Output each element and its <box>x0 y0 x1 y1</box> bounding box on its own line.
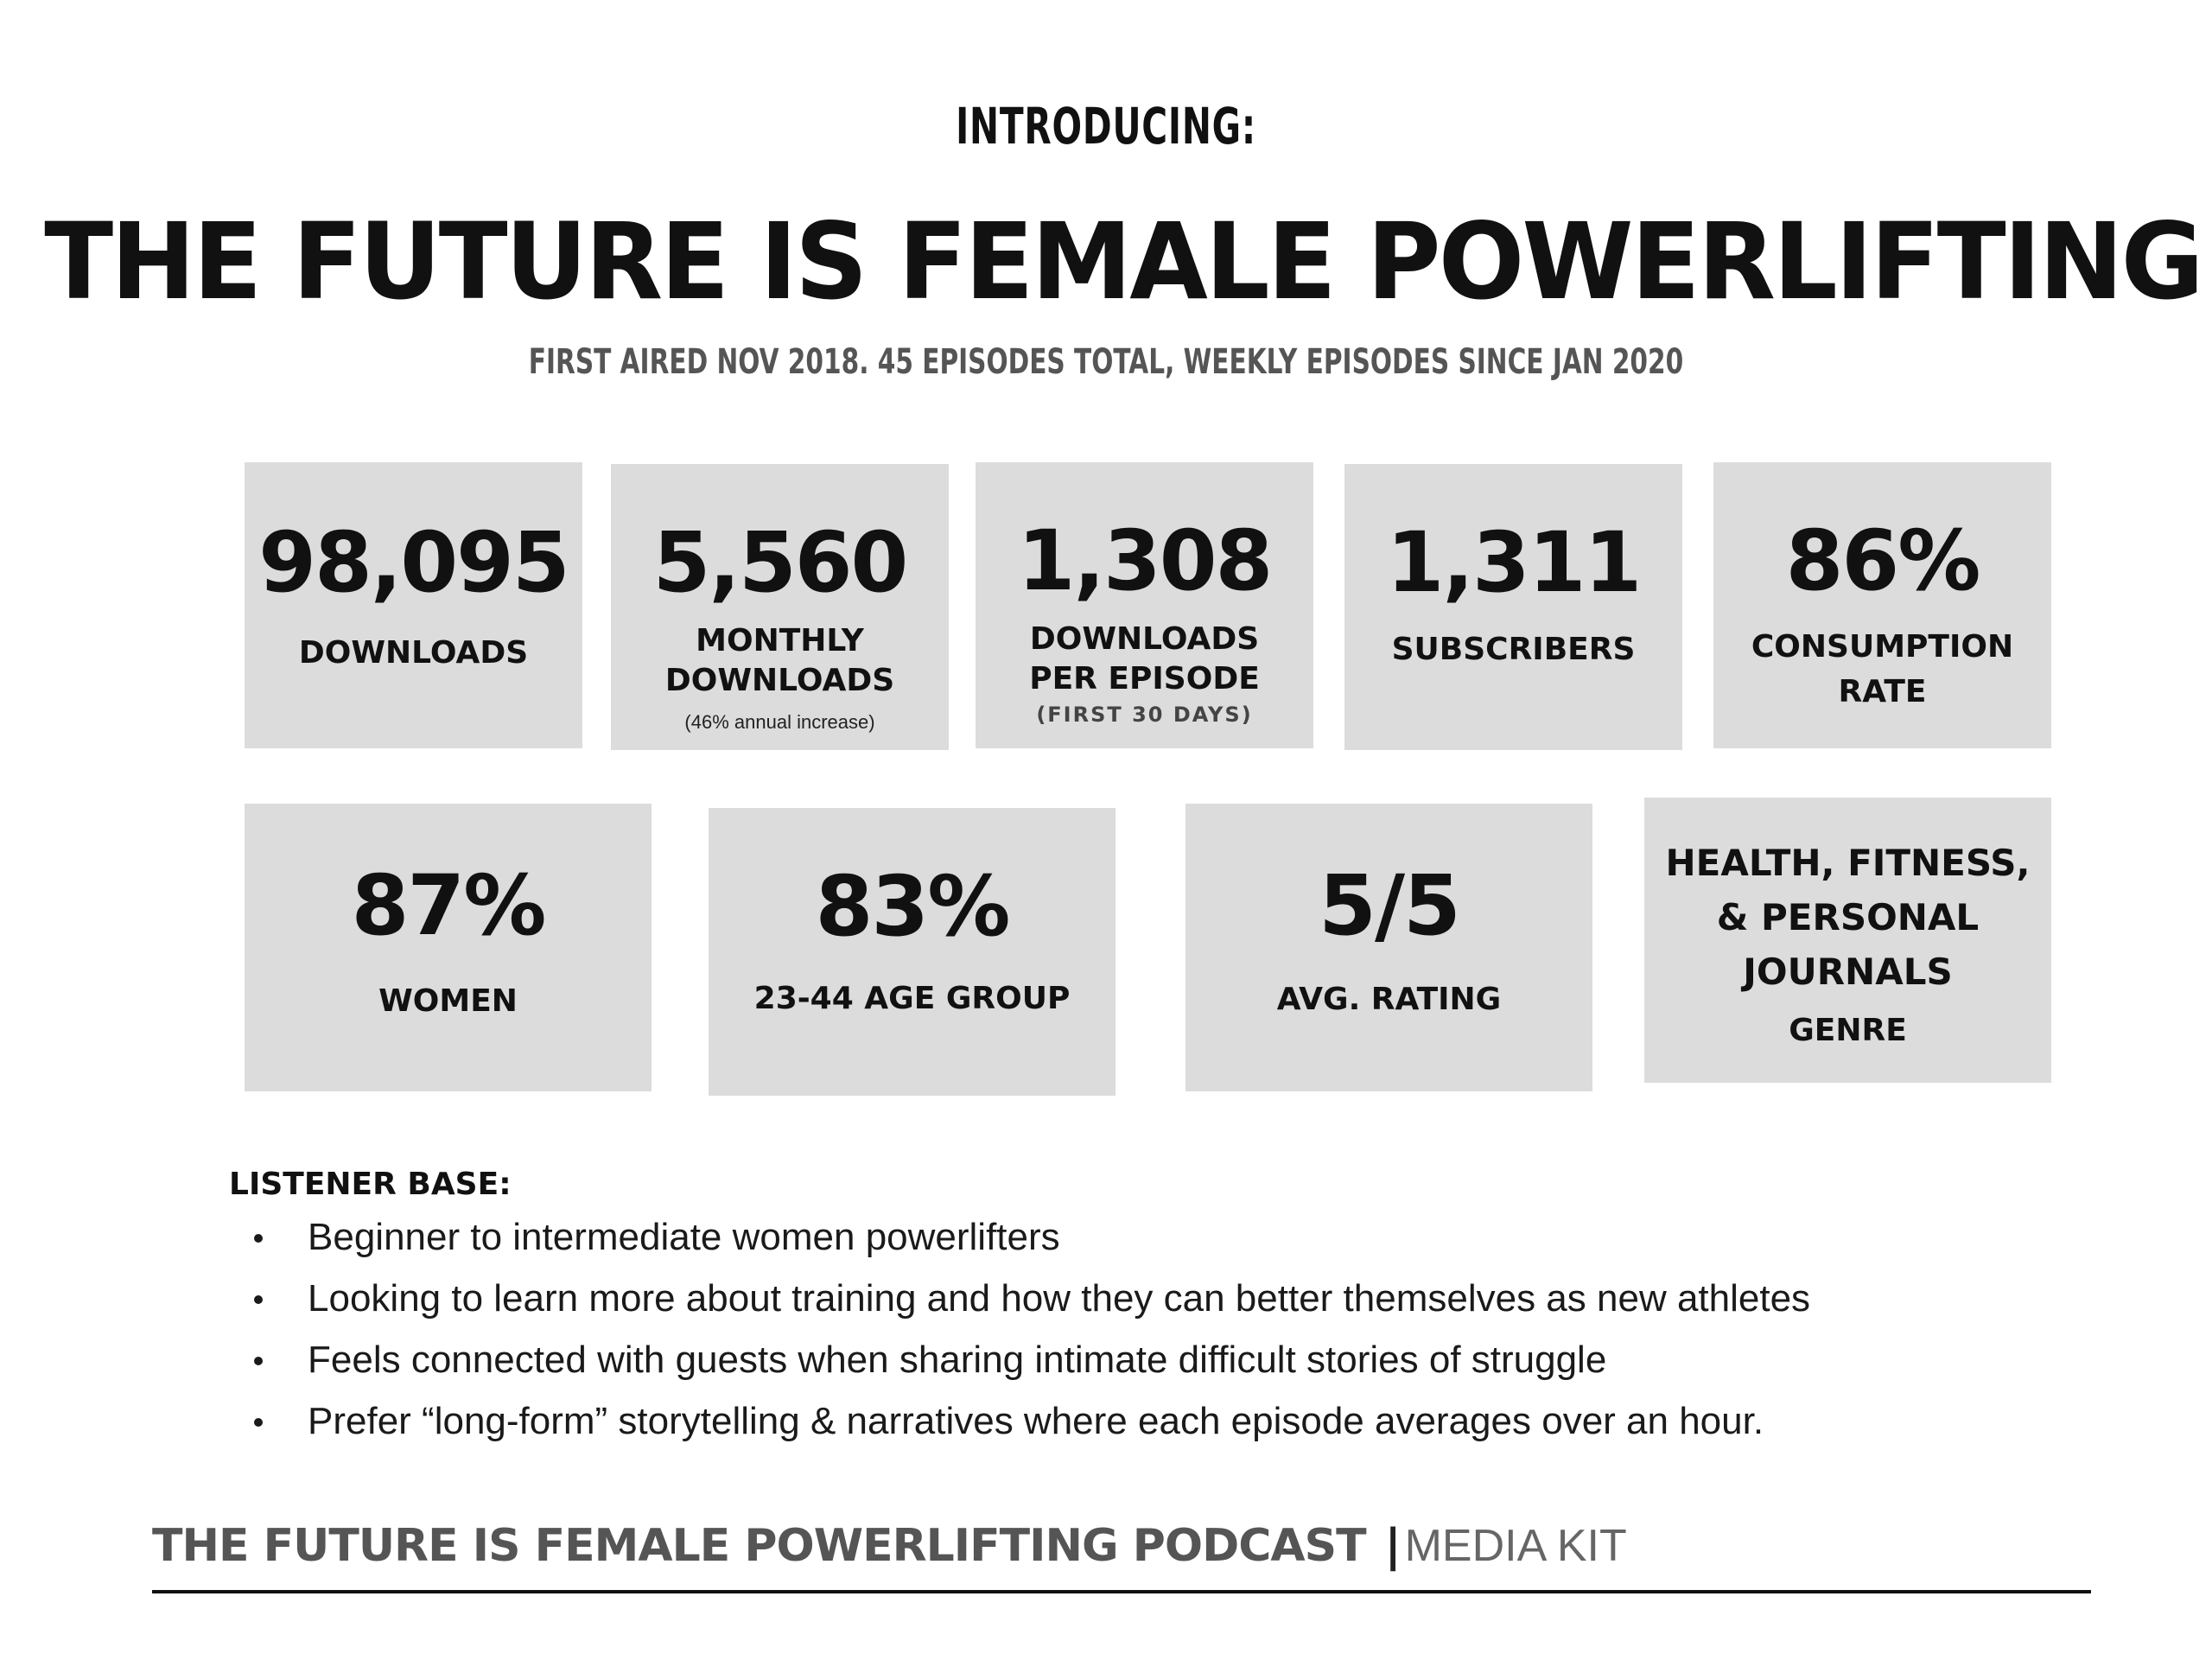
list-item-text: Feels connected with guests when sharing… <box>308 1339 1607 1381</box>
stat-label: WOMEN <box>378 983 518 1019</box>
stat-value: 1,308 <box>1017 512 1274 609</box>
stat-note: (46% annual increase) <box>684 711 875 733</box>
page-subtitle: FIRST AIRED NOV 2018. 45 EPISODES TOTAL,… <box>528 342 1684 382</box>
stat-value: 86% <box>1785 512 1981 609</box>
footer-divider <box>152 1590 2091 1593</box>
bullet-icon <box>254 1295 263 1304</box>
stat-value: 5,560 <box>652 514 909 611</box>
list-item-text: Beginner to intermediate women powerlift… <box>308 1216 1060 1258</box>
stat-label: 23-44 AGE GROUP <box>753 981 1071 1016</box>
stat-value: 87% <box>351 857 547 954</box>
footer-subtitle: MEDIA KIT <box>1404 1521 1627 1571</box>
intro-heading: INTRODUCING: <box>956 97 1256 156</box>
stat-label: AVG. RATING <box>1276 982 1502 1017</box>
stat-label: CONSUMPTION RATE <box>1751 629 2014 709</box>
list-item: Feels connected with guests when sharing… <box>251 1336 1810 1397</box>
stat-label: DOWNLOADS <box>298 635 529 671</box>
stat-card-avg-rating: 5/5 AVG. RATING <box>1185 804 1592 1091</box>
listener-base-list: Beginner to intermediate women powerlift… <box>251 1213 1810 1459</box>
footer-title: THE FUTURE IS FEMALE POWERLIFTING PODCAS… <box>152 1520 1367 1572</box>
stat-card-downloads-per-episode: 1,308 DOWNLOADS PER EPISODE (FIRST 30 DA… <box>976 462 1313 748</box>
stat-label: SUBSCRIBERS <box>1391 632 1636 667</box>
bullet-icon <box>254 1418 263 1427</box>
list-item-text: Prefer “long-form” storytelling & narrat… <box>308 1400 1764 1442</box>
stat-value: HEALTH, FITNESS, & PERSONAL JOURNALS <box>1665 842 2031 993</box>
stat-label: MONTHLY DOWNLOADS <box>664 623 895 698</box>
footer-separator: | <box>1384 1520 1402 1572</box>
stat-value: 1,311 <box>1386 514 1643 611</box>
stat-label: DOWNLOADS PER EPISODE <box>1029 621 1260 696</box>
stat-value: 83% <box>815 858 1011 955</box>
stat-card-downloads: 98,095 DOWNLOADS <box>245 462 582 748</box>
stat-card-genre: HEALTH, FITNESS, & PERSONAL JOURNALS GEN… <box>1644 798 2051 1083</box>
stat-card-women: 87% WOMEN <box>245 804 652 1091</box>
stat-card-age-group: 83% 23-44 AGE GROUP <box>709 808 1116 1096</box>
stat-value: 98,095 <box>258 514 569 611</box>
bullet-icon <box>254 1234 263 1243</box>
stat-note: (FIRST 30 DAYS) <box>1036 703 1253 727</box>
stat-card-subscribers: 1,311 SUBSCRIBERS <box>1344 464 1682 750</box>
footer: THE FUTURE IS FEMALE POWERLIFTING PODCAS… <box>152 1523 1627 1568</box>
page-title: THE FUTURE IS FEMALE POWERLIFTING <box>44 200 2204 323</box>
stat-card-monthly-downloads: 5,560 MONTHLY DOWNLOADS (46% annual incr… <box>611 464 949 750</box>
list-item: Prefer “long-form” storytelling & narrat… <box>251 1397 1810 1459</box>
stat-value: 5/5 <box>1319 857 1461 954</box>
list-item: Beginner to intermediate women powerlift… <box>251 1213 1810 1275</box>
list-item: Looking to learn more about training and… <box>251 1275 1810 1336</box>
list-item-text: Looking to learn more about training and… <box>308 1277 1811 1320</box>
bullet-icon <box>254 1357 263 1365</box>
stat-card-consumption-rate: 86% CONSUMPTION RATE <box>1713 462 2051 748</box>
stat-label: GENRE <box>1789 1013 1907 1048</box>
listener-base-heading: LISTENER BASE: <box>229 1167 512 1202</box>
